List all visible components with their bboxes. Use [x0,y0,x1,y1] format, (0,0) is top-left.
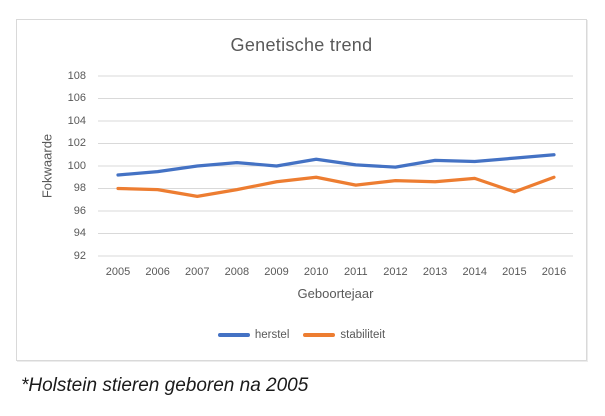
x-tick-label-2012: 2012 [383,266,408,278]
plot-area [98,75,573,257]
y-tick-label-94: 94 [73,227,86,239]
x-tick-label-2008: 2008 [224,266,250,278]
legend: herstel stabiliteit [17,329,586,341]
series-line-herstel [116,153,556,177]
herstel-line-swatch [217,333,250,337]
x-tick-label-2006: 2006 [145,266,170,278]
x-tick-label-2016: 2016 [541,266,567,278]
y-tick-label-100: 100 [67,159,86,172]
y-tick-label-106: 106 [67,92,86,104]
y-tick-label-104: 104 [67,114,86,127]
x-tick-label-2009: 2009 [264,266,289,278]
x-tick-label-2014: 2014 [462,266,487,278]
y-tick-label-98: 98 [73,182,86,194]
chart-container: Genetische trend Fokwaarde 108 106 104 102 1… [16,19,587,361]
x-tick-label-2013: 2013 [422,266,448,278]
series-line-stabiliteit [116,175,556,198]
legend-label-stabiliteit: stabiliteit [340,329,386,341]
footnote: *Holstein stieren geboren na 2005 [21,375,309,396]
y-tick-label-102: 102 [67,137,86,149]
x-tick-label-2011: 2011 [343,266,368,278]
y-tick-label-92: 92 [73,249,86,262]
legend-item-stabiliteit: stabiliteit [303,329,385,341]
y-tick-label-96: 96 [73,204,86,217]
x-tick-label-2015: 2015 [502,266,527,278]
x-tick-label-2005: 2005 [105,266,131,278]
legend-label-herstel: herstel [254,329,290,341]
x-axis-title: Geboortejaar [297,286,374,301]
stabiliteit-line-swatch [303,333,336,337]
legend-item-herstel: herstel [217,329,290,341]
x-tick-label-2010: 2010 [303,266,329,278]
chart-title: Genetische trend [230,35,373,55]
y-tick-label-108: 108 [67,69,86,82]
x-tick-label-2007: 2007 [185,266,210,278]
